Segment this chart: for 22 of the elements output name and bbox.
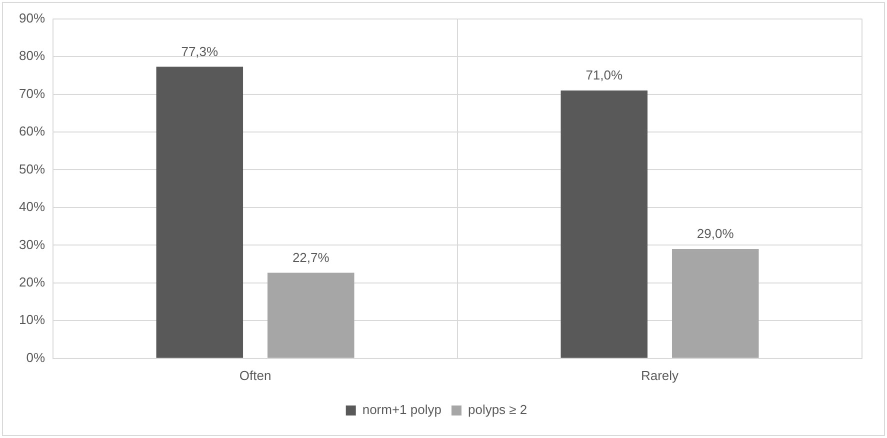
y-tick-label: 50% <box>18 161 46 176</box>
data-label: 71,0% <box>586 68 623 83</box>
data-label: 22,7% <box>292 250 330 265</box>
y-tick-label: 10% <box>18 312 46 328</box>
y-tick-label: 60% <box>18 124 46 139</box>
y-tick-label: 0% <box>26 350 46 365</box>
bar <box>268 272 354 358</box>
x-tick-label: Rarely <box>640 368 680 383</box>
legend-label: polyps ≥ 2 <box>468 402 528 418</box>
y-tick-label: 80% <box>18 48 46 64</box>
bar <box>156 66 244 358</box>
y-tick-label: 70% <box>18 86 46 101</box>
data-label: 29,0% <box>696 226 734 242</box>
y-tick-label: 90% <box>18 10 46 26</box>
bar <box>672 248 759 358</box>
bar <box>560 90 648 358</box>
y-tick-label: 30% <box>18 236 46 252</box>
y-tick-label: 40% <box>18 199 46 214</box>
x-tick-label: Often <box>239 368 272 383</box>
y-tick-label: 20% <box>18 274 46 290</box>
legend-label: norm+1 polyp <box>362 402 442 418</box>
data-label: 77,3% <box>181 44 219 59</box>
